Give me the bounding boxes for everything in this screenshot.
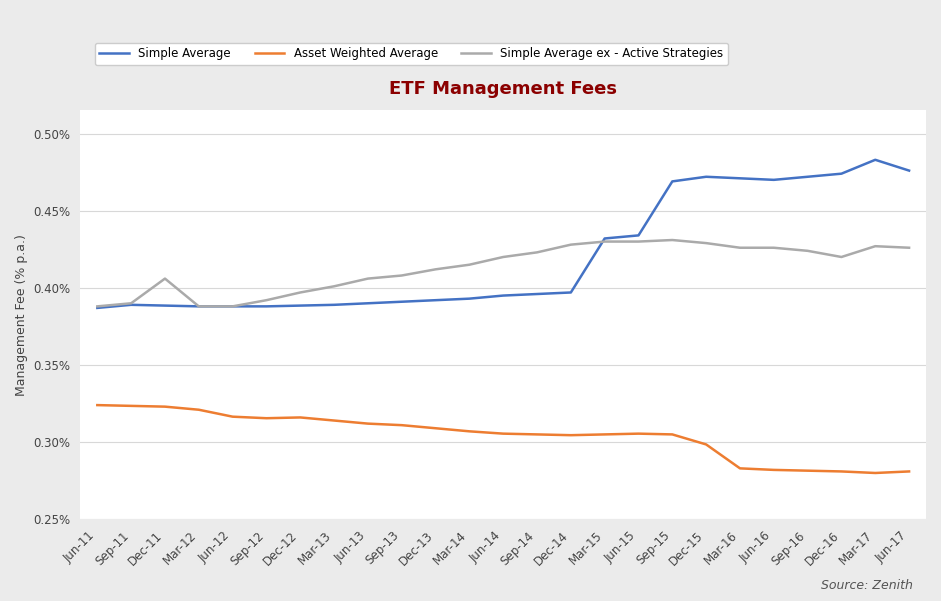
- Simple Average: [633, 232, 645, 239]
- Simple Average: [91, 304, 103, 311]
- Simple Average ex - Active Strategies: [836, 254, 847, 261]
- Simple Average: [396, 298, 407, 305]
- Simple Average ex - Active Strategies: [734, 244, 745, 251]
- Simple Average ex - Active Strategies: [396, 272, 407, 279]
- Asset Weighted Average: [700, 441, 711, 448]
- Asset Weighted Average: [802, 467, 813, 474]
- Simple Average ex - Active Strategies: [159, 275, 170, 282]
- Asset Weighted Average: [666, 431, 678, 438]
- Simple Average: [869, 156, 881, 163]
- Simple Average ex - Active Strategies: [666, 236, 678, 243]
- Asset Weighted Average: [328, 417, 340, 424]
- Simple Average: [802, 173, 813, 180]
- Asset Weighted Average: [193, 406, 204, 413]
- Simple Average: [193, 303, 204, 310]
- Simple Average: [666, 178, 678, 185]
- Asset Weighted Average: [599, 431, 611, 438]
- Simple Average: [159, 302, 170, 309]
- Asset Weighted Average: [396, 421, 407, 429]
- Simple Average: [768, 176, 779, 183]
- Simple Average: [532, 290, 543, 297]
- Simple Average ex - Active Strategies: [532, 249, 543, 256]
- Simple Average: [295, 302, 306, 309]
- Simple Average ex - Active Strategies: [193, 303, 204, 310]
- Simple Average: [362, 300, 374, 307]
- Asset Weighted Average: [532, 431, 543, 438]
- Simple Average: [700, 173, 711, 180]
- Asset Weighted Average: [430, 425, 441, 432]
- Simple Average ex - Active Strategies: [261, 296, 272, 304]
- Simple Average ex - Active Strategies: [599, 238, 611, 245]
- Simple Average ex - Active Strategies: [566, 241, 577, 248]
- Simple Average: [498, 292, 509, 299]
- Asset Weighted Average: [159, 403, 170, 410]
- Simple Average: [125, 301, 136, 308]
- Title: ETF Management Fees: ETF Management Fees: [390, 80, 617, 98]
- Simple Average: [836, 170, 847, 177]
- Simple Average ex - Active Strategies: [464, 261, 475, 268]
- Simple Average ex - Active Strategies: [362, 275, 374, 282]
- Asset Weighted Average: [464, 428, 475, 435]
- Asset Weighted Average: [125, 402, 136, 409]
- Simple Average ex - Active Strategies: [498, 254, 509, 261]
- Simple Average: [464, 295, 475, 302]
- Simple Average ex - Active Strategies: [869, 243, 881, 250]
- Line: Simple Average ex - Active Strategies: Simple Average ex - Active Strategies: [97, 240, 909, 307]
- Simple Average ex - Active Strategies: [802, 247, 813, 254]
- Line: Simple Average: Simple Average: [97, 160, 909, 308]
- Simple Average ex - Active Strategies: [633, 238, 645, 245]
- Simple Average ex - Active Strategies: [295, 289, 306, 296]
- Asset Weighted Average: [362, 420, 374, 427]
- Asset Weighted Average: [768, 466, 779, 474]
- Text: Source: Zenith: Source: Zenith: [821, 579, 913, 592]
- Simple Average: [734, 175, 745, 182]
- Simple Average: [328, 301, 340, 308]
- Simple Average: [566, 289, 577, 296]
- Asset Weighted Average: [261, 415, 272, 422]
- Line: Asset Weighted Average: Asset Weighted Average: [97, 405, 909, 473]
- Asset Weighted Average: [869, 469, 881, 477]
- Asset Weighted Average: [836, 468, 847, 475]
- Simple Average ex - Active Strategies: [903, 244, 915, 251]
- Simple Average ex - Active Strategies: [430, 266, 441, 273]
- Simple Average: [227, 303, 238, 310]
- Simple Average: [430, 296, 441, 304]
- Simple Average ex - Active Strategies: [125, 300, 136, 307]
- Asset Weighted Average: [903, 468, 915, 475]
- Asset Weighted Average: [91, 401, 103, 409]
- Asset Weighted Average: [498, 430, 509, 438]
- Y-axis label: Management Fee (% p.a.): Management Fee (% p.a.): [15, 234, 28, 396]
- Legend: Simple Average, Asset Weighted Average, Simple Average ex - Active Strategies: Simple Average, Asset Weighted Average, …: [95, 43, 728, 65]
- Simple Average: [903, 167, 915, 174]
- Asset Weighted Average: [227, 413, 238, 420]
- Asset Weighted Average: [295, 414, 306, 421]
- Simple Average: [261, 303, 272, 310]
- Simple Average ex - Active Strategies: [91, 303, 103, 310]
- Simple Average ex - Active Strategies: [700, 240, 711, 247]
- Simple Average ex - Active Strategies: [227, 303, 238, 310]
- Asset Weighted Average: [734, 465, 745, 472]
- Simple Average ex - Active Strategies: [328, 282, 340, 290]
- Simple Average ex - Active Strategies: [768, 244, 779, 251]
- Asset Weighted Average: [566, 432, 577, 439]
- Asset Weighted Average: [633, 430, 645, 438]
- Simple Average: [599, 235, 611, 242]
